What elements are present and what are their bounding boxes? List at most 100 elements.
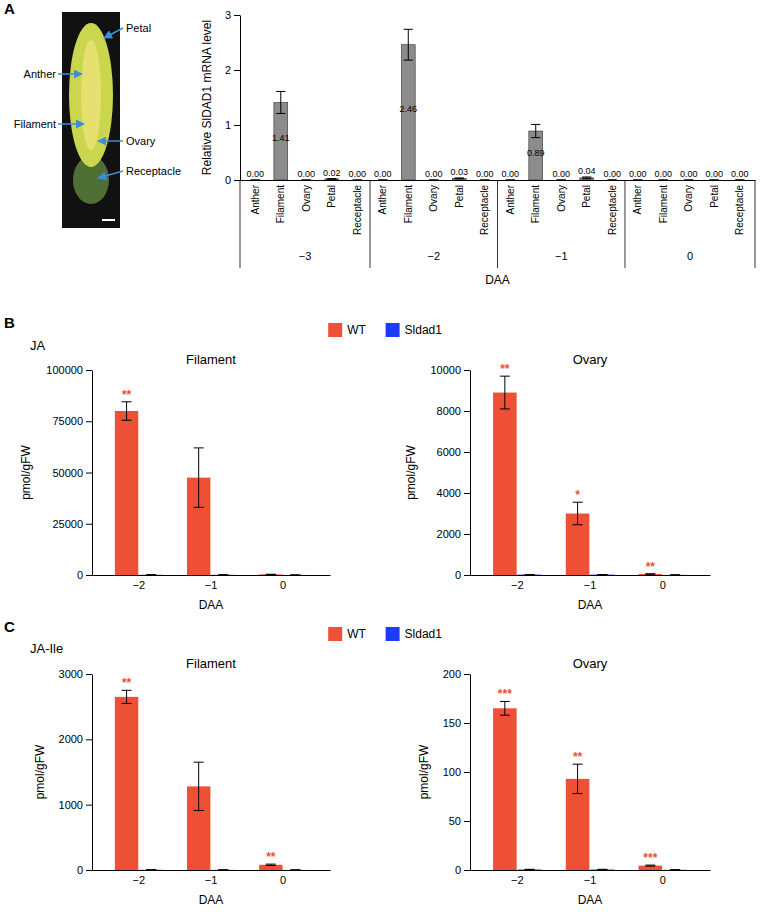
group-label: 0 bbox=[687, 250, 693, 262]
error-cap bbox=[506, 180, 515, 181]
y-tick: 0 bbox=[77, 569, 92, 581]
y-tick: 100000 bbox=[46, 364, 92, 376]
error-bar bbox=[122, 402, 132, 420]
significance: ** bbox=[266, 850, 276, 864]
y-axis-title: pmol/gFW bbox=[19, 444, 33, 499]
y-axis-title: pmol/gFW bbox=[33, 744, 47, 799]
error-cap bbox=[194, 810, 204, 811]
error-bar bbox=[597, 869, 607, 870]
error-bar bbox=[218, 574, 228, 575]
photo-label: Anther bbox=[24, 68, 57, 80]
chart-title: Ovary bbox=[573, 656, 608, 671]
error-cap bbox=[582, 176, 591, 177]
error-bar bbox=[633, 180, 642, 181]
x-axis-title: DAA bbox=[578, 598, 603, 612]
bar bbox=[325, 179, 339, 180]
error-cap bbox=[557, 180, 566, 181]
y-tick-mark bbox=[464, 870, 470, 871]
error-cap bbox=[122, 703, 132, 704]
x-tick: Ovary bbox=[301, 180, 312, 212]
x-tick-label: −2 bbox=[133, 579, 146, 591]
y-tick: 8000 bbox=[437, 405, 470, 417]
error-cap bbox=[251, 180, 260, 181]
x-tick: −1 bbox=[205, 870, 218, 886]
error-line bbox=[535, 124, 536, 137]
bar bbox=[139, 574, 162, 575]
x-tick-label: Petal bbox=[709, 185, 720, 208]
y-tick: 200 bbox=[443, 668, 470, 680]
error-cap bbox=[597, 574, 607, 575]
bar bbox=[284, 869, 307, 870]
error-bar bbox=[327, 178, 336, 180]
error-cap bbox=[525, 574, 535, 575]
y-tick-label: 0 bbox=[455, 569, 461, 581]
x-axis-line bbox=[93, 870, 331, 871]
x-tick: Anther bbox=[377, 180, 388, 214]
y-tick-label: 3000 bbox=[59, 668, 83, 680]
photo-arrow bbox=[104, 28, 123, 38]
x-tick: Petal bbox=[581, 180, 592, 208]
y-tick: 1 bbox=[225, 119, 240, 131]
bar bbox=[663, 869, 687, 870]
x-axis-title: DAA bbox=[578, 893, 603, 907]
bar bbox=[478, 180, 492, 181]
error-cap bbox=[597, 869, 607, 870]
x-tick: Anther bbox=[505, 180, 516, 214]
significance: *** bbox=[643, 851, 657, 865]
photo bbox=[62, 12, 120, 228]
error-cap bbox=[597, 869, 607, 870]
error-bar bbox=[194, 448, 204, 507]
bar bbox=[284, 574, 307, 575]
y-tick-label: 4000 bbox=[437, 487, 461, 499]
error-cap bbox=[684, 180, 693, 181]
error-cap bbox=[455, 178, 464, 179]
error-bar bbox=[276, 91, 285, 113]
x-tick: Anther bbox=[632, 180, 643, 214]
error-bar bbox=[290, 574, 300, 575]
error-bar bbox=[525, 869, 535, 870]
x-tick-label: 0 bbox=[660, 874, 666, 886]
y-axis-title: pmol/gFW bbox=[417, 744, 431, 799]
data-label: 0.00 bbox=[374, 169, 392, 179]
error-cap bbox=[276, 113, 285, 114]
y-axis-title: pmol/gFW bbox=[404, 444, 418, 499]
legend: WTSldad1 bbox=[328, 627, 442, 641]
data-label: 0.00 bbox=[298, 169, 316, 179]
error-cap bbox=[404, 60, 413, 61]
y-axis: 0250005000075000100000 bbox=[46, 364, 92, 581]
error-bar bbox=[353, 180, 362, 181]
significance: * bbox=[575, 488, 580, 502]
group-label: −2 bbox=[427, 250, 440, 262]
data-label: 0.00 bbox=[349, 169, 367, 179]
error-cap bbox=[735, 180, 744, 181]
error-line bbox=[126, 402, 127, 420]
bar bbox=[299, 180, 313, 181]
x-tick: Ovary bbox=[428, 180, 439, 212]
y-tick: 3000 bbox=[59, 668, 92, 680]
photo-label: Receptacle bbox=[126, 165, 181, 177]
error-cap bbox=[218, 574, 228, 575]
data-label: 0.00 bbox=[425, 169, 443, 179]
bar bbox=[248, 180, 262, 181]
legend-swatch bbox=[328, 627, 342, 641]
x-tick-label: Anther bbox=[632, 184, 643, 214]
y-tick-label: 100000 bbox=[46, 364, 83, 376]
y-tick-label: 2000 bbox=[437, 528, 461, 540]
x-tick-label: −1 bbox=[584, 579, 597, 591]
y-tick: 0 bbox=[455, 569, 470, 581]
y-tick: 1000 bbox=[59, 799, 92, 811]
x-tick-label: −2 bbox=[511, 874, 524, 886]
data-label: 0.00 bbox=[247, 169, 265, 179]
error-bar bbox=[146, 869, 156, 870]
y-tick: 2 bbox=[225, 64, 240, 76]
bar bbox=[350, 180, 364, 181]
legend-swatch bbox=[328, 323, 342, 337]
x-tick: −1 bbox=[584, 870, 597, 886]
x-tick-label: −1 bbox=[205, 579, 218, 591]
error-cap bbox=[573, 793, 583, 794]
y-tick-mark bbox=[464, 370, 470, 371]
error-cap bbox=[633, 180, 642, 181]
y-tick-mark bbox=[464, 674, 470, 675]
y-tick: 50 bbox=[449, 815, 470, 827]
error-bar bbox=[404, 29, 413, 60]
